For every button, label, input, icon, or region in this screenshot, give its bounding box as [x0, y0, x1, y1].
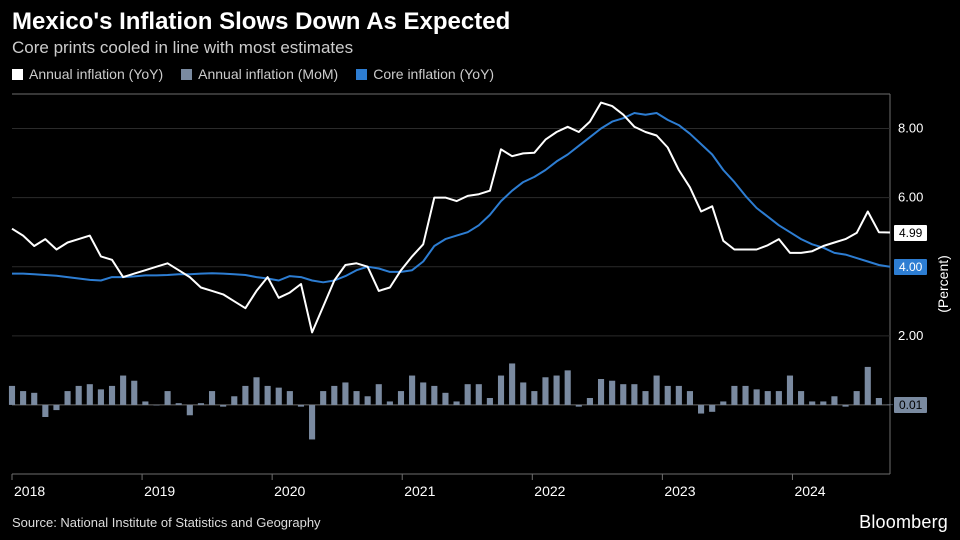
svg-text:6.00: 6.00	[898, 190, 923, 205]
end-tag-annual-mom: 0.01	[894, 397, 927, 413]
svg-text:2021: 2021	[404, 483, 435, 499]
svg-text:2023: 2023	[664, 483, 695, 499]
end-tag-core-yoy: 4.00	[894, 259, 927, 275]
chart-subtitle: Core prints cooled in line with most est…	[12, 38, 948, 58]
svg-text:2022: 2022	[534, 483, 565, 499]
legend-swatch-annual-yoy	[12, 69, 23, 80]
svg-text:2020: 2020	[274, 483, 305, 499]
legend: Annual inflation (YoY) Annual inflation …	[0, 62, 960, 88]
chart-area: 2.00 4.00 6.00 8.00 2018 2019 2020 2021 2022 2023…	[0, 88, 960, 508]
legend-annual-yoy: Annual inflation (YoY)	[12, 66, 163, 82]
legend-swatch-annual-mom	[181, 69, 192, 80]
chart-svg: 2.00 4.00 6.00 8.00 2018 2019 2020 2021 2022 2023…	[0, 88, 960, 508]
legend-label-annual-mom: Annual inflation (MoM)	[198, 66, 338, 82]
y-axis-label: (Percent)	[935, 255, 951, 313]
legend-annual-mom: Annual inflation (MoM)	[181, 66, 338, 82]
chart-title: Mexico's Inflation Slows Down As Expecte…	[12, 8, 948, 36]
legend-swatch-core-yoy	[356, 69, 367, 80]
svg-text:8.00: 8.00	[898, 121, 923, 136]
legend-label-core-yoy: Core inflation (YoY)	[373, 66, 494, 82]
svg-text:2024: 2024	[794, 483, 825, 499]
svg-text:2018: 2018	[14, 483, 45, 499]
chart-source: Source: National Institute of Statistics…	[12, 515, 321, 530]
legend-core-yoy: Core inflation (YoY)	[356, 66, 494, 82]
brand-logo-text: Bloomberg	[859, 512, 948, 533]
end-tag-annual-yoy: 4.99	[894, 225, 927, 241]
svg-text:2.00: 2.00	[898, 328, 923, 343]
legend-label-annual-yoy: Annual inflation (YoY)	[29, 66, 163, 82]
svg-text:2019: 2019	[144, 483, 175, 499]
